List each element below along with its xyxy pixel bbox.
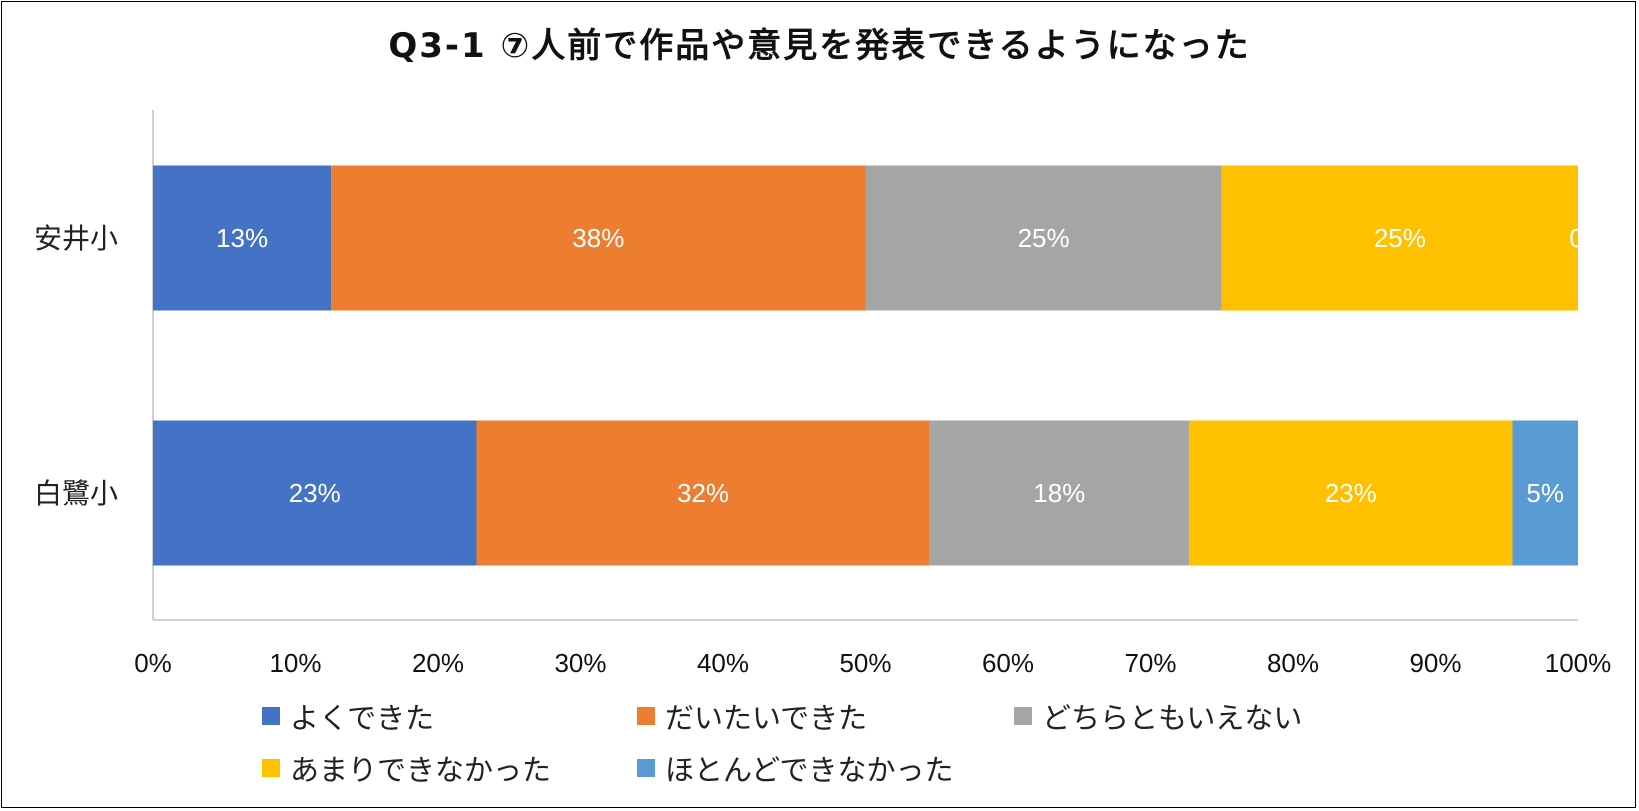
bar-segment bbox=[1188, 420, 1513, 566]
x-tick-label: 30% bbox=[554, 648, 606, 678]
data-label: 25% bbox=[1018, 223, 1070, 253]
x-tick-label: 70% bbox=[1124, 648, 1176, 678]
bar-segment bbox=[476, 420, 930, 566]
data-label: 25% bbox=[1374, 223, 1426, 253]
legend-item: ほとんどできなかった bbox=[637, 747, 954, 789]
legend-swatch bbox=[637, 759, 655, 777]
bar-segment bbox=[929, 420, 1189, 566]
legend-swatch bbox=[637, 707, 655, 725]
data-label: 0% bbox=[1569, 223, 1607, 253]
x-tick-label: 40% bbox=[697, 648, 749, 678]
x-tick-label: 100% bbox=[1545, 648, 1612, 678]
bar-segment bbox=[1221, 165, 1578, 311]
bar-segment bbox=[1512, 420, 1578, 566]
legend-item: どちらともいえない bbox=[1014, 695, 1302, 737]
data-label: 13% bbox=[216, 223, 268, 253]
category-label: 白鷺小 bbox=[34, 477, 118, 510]
data-label: 23% bbox=[289, 478, 341, 508]
legend-label: どちらともいえない bbox=[1042, 701, 1303, 735]
bar-segment bbox=[865, 165, 1222, 311]
legend-label: ほとんどできなかった bbox=[665, 753, 954, 787]
bar-segment bbox=[331, 165, 866, 311]
legend-item: よくできた bbox=[262, 695, 434, 737]
data-label: 5% bbox=[1526, 478, 1564, 508]
legend-item: だいたいできた bbox=[637, 695, 867, 737]
data-label: 38% bbox=[572, 223, 624, 253]
legend-swatch bbox=[262, 707, 280, 725]
legend-item: あまりできなかった bbox=[262, 747, 551, 789]
data-label: 23% bbox=[1325, 478, 1377, 508]
bar-segment bbox=[153, 165, 332, 311]
legend-label: だいたいできた bbox=[665, 701, 868, 735]
legend-label: よくできた bbox=[290, 701, 435, 735]
legend-swatch bbox=[262, 759, 280, 777]
category-label: 安井小 bbox=[34, 222, 118, 255]
data-label: 18% bbox=[1033, 478, 1085, 508]
chart-title: Q3-1 ⑦人前で作品や意見を発表できるようになった bbox=[388, 26, 1251, 66]
x-tick-label: 60% bbox=[982, 648, 1034, 678]
data-label: 32% bbox=[677, 478, 729, 508]
legend-swatch bbox=[1014, 707, 1032, 725]
bar-segment bbox=[153, 420, 477, 566]
x-tick-label: 0% bbox=[134, 648, 172, 678]
x-tick-label: 80% bbox=[1267, 648, 1319, 678]
x-tick-label: 10% bbox=[269, 648, 321, 678]
legend-label: あまりできなかった bbox=[290, 753, 552, 787]
x-tick-label: 50% bbox=[839, 648, 891, 678]
x-tick-label: 20% bbox=[412, 648, 464, 678]
x-tick-label: 90% bbox=[1409, 648, 1461, 678]
